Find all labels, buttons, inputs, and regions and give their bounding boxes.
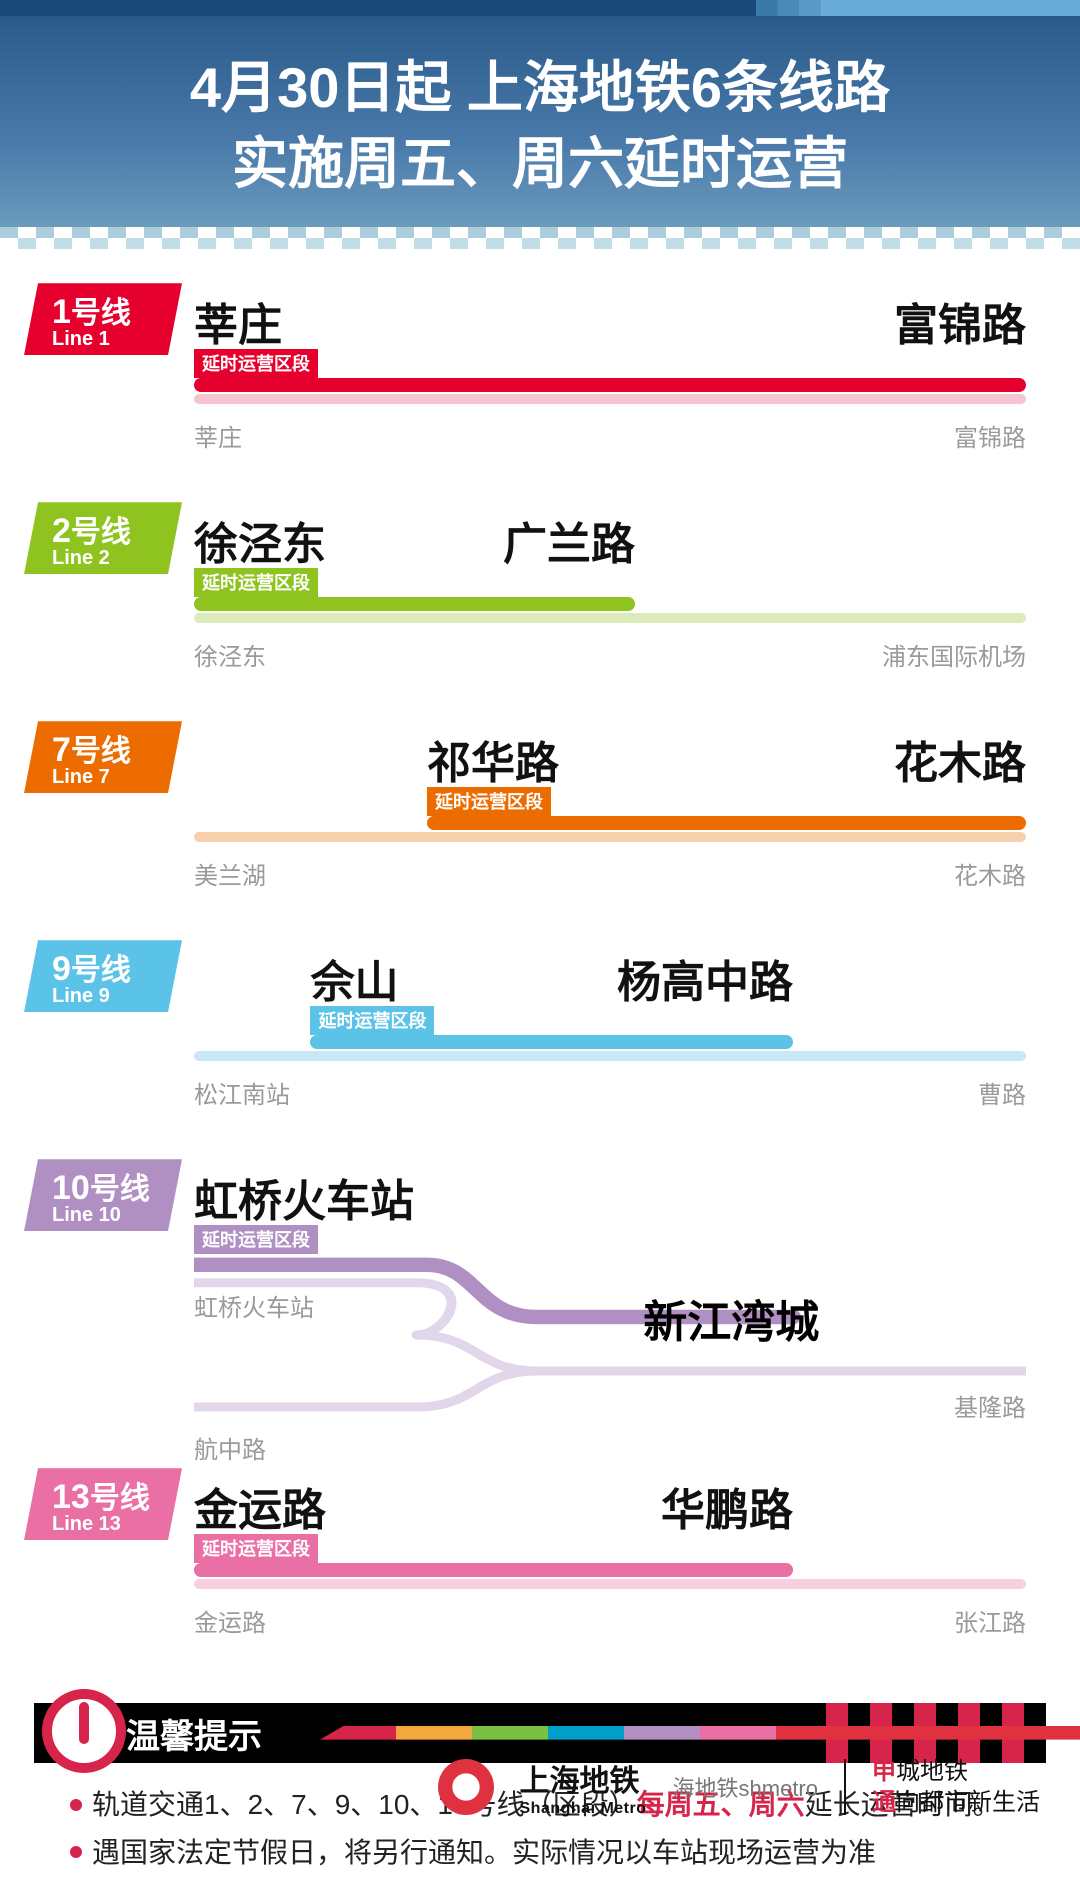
segment-label: 延时运营区段	[194, 568, 318, 597]
line-2-bot-station: 徐泾东	[194, 637, 266, 672]
line-13-top-station: 金运路	[194, 1474, 326, 1538]
line-1-top-station: 莘庄	[194, 289, 282, 353]
line-7-top-stations: 祁华路花木路	[194, 727, 1026, 783]
line-9-top-station: 佘山	[310, 946, 398, 1010]
brand-en: Shanghai Metro	[520, 1800, 647, 1818]
line-9-bot-station: 松江南站	[194, 1075, 290, 1110]
line-13-top-stations: 金运路华鹏路	[194, 1474, 1026, 1530]
line-7-block: 7号线 Line 7 祁华路花木路 延时运营区段 美兰湖花木路	[54, 727, 1026, 886]
line-10-badge: 10号线 Line 10	[24, 1159, 182, 1231]
line-9-top-stations: 佘山杨高中路	[194, 946, 1026, 1002]
line-9-bar	[194, 1035, 1026, 1073]
line-9-top-station: 杨高中路	[617, 946, 793, 1010]
line-7-bot-stations: 美兰湖花木路	[194, 856, 1026, 886]
line-13-bar	[194, 1563, 1026, 1601]
footer: 上海地铁 Shanghai Metro 海地铁shmetro 申城地铁 通向都市…	[0, 1726, 1080, 1840]
header-line1: 4月30日起 上海地铁6条线路	[20, 50, 1060, 126]
line-2-top-station: 徐泾东	[194, 508, 326, 572]
line-7-top-station: 花木路	[894, 727, 1026, 791]
line-1-bar	[194, 378, 1026, 416]
line-7-top-station: 祁华路	[427, 727, 559, 791]
top-accent	[0, 0, 1080, 16]
line10-label-xjwc: 新江湾城	[643, 1286, 819, 1350]
segment-label: 延时运营区段	[310, 1006, 434, 1035]
line-1-bot-station: 莘庄	[194, 418, 242, 453]
footer-bar: 上海地铁 Shanghai Metro 海地铁shmetro 申城地铁 通向都市…	[0, 1740, 1080, 1840]
line-2-bot-station: 浦东国际机场	[882, 637, 1026, 672]
line-7-bot-station: 美兰湖	[194, 856, 266, 891]
line-1-badge: 1号线 Line 1	[24, 283, 182, 355]
header-line2: 实施周五、周六延时运营	[20, 126, 1060, 202]
footer-color-stripe	[320, 1726, 1080, 1740]
header-banner: 4月30日起 上海地铁6条线路 实施周五、周六延时运营	[0, 16, 1080, 227]
line-1-bot-stations: 莘庄富锦路	[194, 418, 1026, 448]
line-2-top-stations: 徐泾东广兰路	[194, 508, 1026, 564]
segment-label: 延时运营区段	[194, 1225, 318, 1254]
footer-divider	[844, 1759, 846, 1815]
line-10-branch: 虹桥火车站 新江湾城 基隆路 航中路	[194, 1254, 1026, 1434]
segment-label: 延时运营区段	[427, 787, 551, 816]
line-13-bot-station: 金运路	[194, 1603, 266, 1638]
line-13-block: 13号线 Line 13 金运路华鹏路 延时运营区段 金运路张江路	[54, 1474, 1026, 1633]
line-9-bot-stations: 松江南站曹路	[194, 1075, 1026, 1105]
line-13-bot-station: 张江路	[954, 1603, 1026, 1638]
line-10-top-station: 虹桥火车站	[194, 1165, 414, 1229]
metro-logo-icon	[438, 1759, 494, 1815]
line10-label-jilong: 基隆路	[954, 1388, 1026, 1423]
line-1-top-station: 富锦路	[894, 289, 1026, 353]
line-13-top-station: 华鹏路	[661, 1474, 793, 1538]
line-2-block: 2号线 Line 2 徐泾东广兰路 延时运营区段 徐泾东浦东国际机场	[54, 508, 1026, 667]
line-2-bot-stations: 徐泾东浦东国际机场	[194, 637, 1026, 667]
line10-label-hq: 虹桥火车站	[194, 1288, 314, 1323]
line-7-badge: 7号线 Line 7	[24, 721, 182, 793]
line-2-badge: 2号线 Line 2	[24, 502, 182, 574]
watermark-text: 海地铁shmetro	[673, 1771, 818, 1803]
line-9-badge: 9号线 Line 9	[24, 940, 182, 1012]
footer-slogan: 申城地铁 通向都市新生活	[872, 1756, 1040, 1818]
line-9-bot-station: 曹路	[978, 1075, 1026, 1110]
header-checker-pattern	[0, 227, 1080, 249]
line10-label-hangzhong: 航中路	[194, 1430, 266, 1465]
line-13-badge: 13号线 Line 13	[24, 1468, 182, 1540]
segment-label: 延时运营区段	[194, 349, 318, 378]
brand-block: 上海地铁 Shanghai Metro	[520, 1756, 647, 1818]
line-1-bot-station: 富锦路	[954, 418, 1026, 453]
line-9-block: 9号线 Line 9 佘山杨高中路 延时运营区段 松江南站曹路	[54, 946, 1026, 1105]
line-7-bar	[194, 816, 1026, 854]
line-10-top-stations: 虹桥火车站	[194, 1165, 1026, 1221]
line-1-block: 1号线 Line 1 莘庄富锦路 延时运营区段 莘庄富锦路	[54, 289, 1026, 448]
line-13-bot-stations: 金运路张江路	[194, 1603, 1026, 1633]
line-10-block: 10号线 Line 10 虹桥火车站 延时运营区段 虹桥火车站 新江湾城	[54, 1165, 1026, 1434]
line-2-bar	[194, 597, 1026, 635]
brand-cn: 上海地铁	[520, 1756, 647, 1800]
segment-label: 延时运营区段	[194, 1534, 318, 1563]
line-2-top-station: 广兰路	[503, 508, 635, 572]
line-7-bot-station: 花木路	[954, 856, 1026, 891]
lines-container: 1号线 Line 1 莘庄富锦路 延时运营区段 莘庄富锦路 2号线 Line 2…	[0, 249, 1080, 1703]
line-1-top-stations: 莘庄富锦路	[194, 289, 1026, 345]
